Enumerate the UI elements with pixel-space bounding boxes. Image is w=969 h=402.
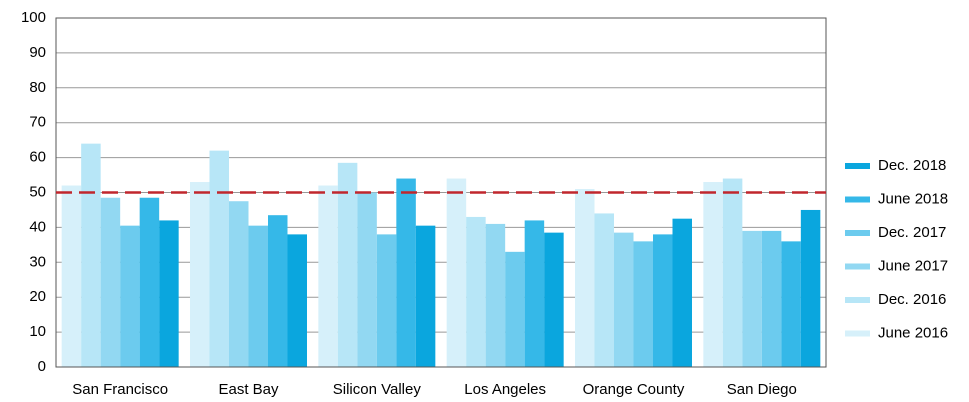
bar (248, 225, 268, 367)
bar (614, 232, 634, 367)
bar (722, 178, 743, 367)
bar (139, 197, 160, 367)
x-tick-label: Silicon Valley (333, 381, 422, 398)
bar (446, 178, 467, 367)
y-tick-label: 10 (29, 323, 46, 340)
y-tick-label: 0 (38, 358, 46, 375)
y-tick-label: 70 (29, 114, 46, 131)
x-tick-label: San Diego (727, 381, 797, 398)
bar (672, 218, 692, 367)
bar (100, 197, 121, 367)
bar (318, 185, 338, 367)
legend-swatch (845, 263, 870, 270)
bar (505, 251, 525, 367)
y-tick-label: 60 (29, 149, 46, 166)
bar (742, 230, 762, 367)
x-tick-label: San Francisco (72, 381, 168, 398)
y-tick-label: 100 (21, 9, 46, 26)
y-tick-label: 50 (29, 183, 46, 200)
legend-label: Dec. 2017 (878, 224, 946, 241)
y-tick-label: 90 (29, 44, 46, 61)
bar (703, 182, 723, 367)
x-tick-label: Los Angeles (464, 381, 546, 398)
bar (396, 178, 416, 367)
bar (653, 234, 673, 367)
x-tick-label: Orange County (583, 381, 685, 398)
bar (633, 241, 653, 367)
bar (524, 220, 545, 367)
legend-swatch (845, 330, 870, 337)
x-tick-label: East Bay (218, 381, 279, 398)
legend-label: Dec. 2016 (878, 291, 946, 308)
bar (190, 182, 210, 367)
bar (209, 150, 229, 367)
bar (544, 232, 564, 367)
bar (120, 225, 140, 367)
bar (376, 234, 397, 367)
bar (61, 185, 82, 367)
bar (466, 216, 486, 367)
bar (159, 220, 179, 367)
y-tick-label: 30 (29, 253, 46, 270)
bar (594, 213, 614, 367)
legend-swatch (845, 196, 870, 203)
bar (81, 143, 101, 367)
y-tick-label: 80 (29, 79, 46, 96)
bar (485, 223, 506, 367)
legend-label: June 2016 (878, 324, 948, 341)
bar (337, 162, 358, 367)
y-tick-label: 20 (29, 288, 46, 305)
legend-label: June 2017 (878, 257, 948, 274)
legend-swatch (845, 163, 870, 169)
y-tick-label: 40 (29, 218, 46, 235)
bar (357, 192, 377, 367)
legend-swatch (845, 297, 870, 303)
bar (415, 225, 436, 367)
legend-label: Dec. 2018 (878, 157, 946, 174)
bar (229, 201, 249, 367)
bar (781, 241, 801, 367)
bar (287, 234, 307, 367)
legend-swatch (845, 230, 870, 236)
bar (761, 230, 782, 367)
bar (800, 209, 821, 367)
bar (575, 189, 595, 367)
bar (268, 215, 288, 367)
legend-label: June 2018 (878, 190, 948, 207)
